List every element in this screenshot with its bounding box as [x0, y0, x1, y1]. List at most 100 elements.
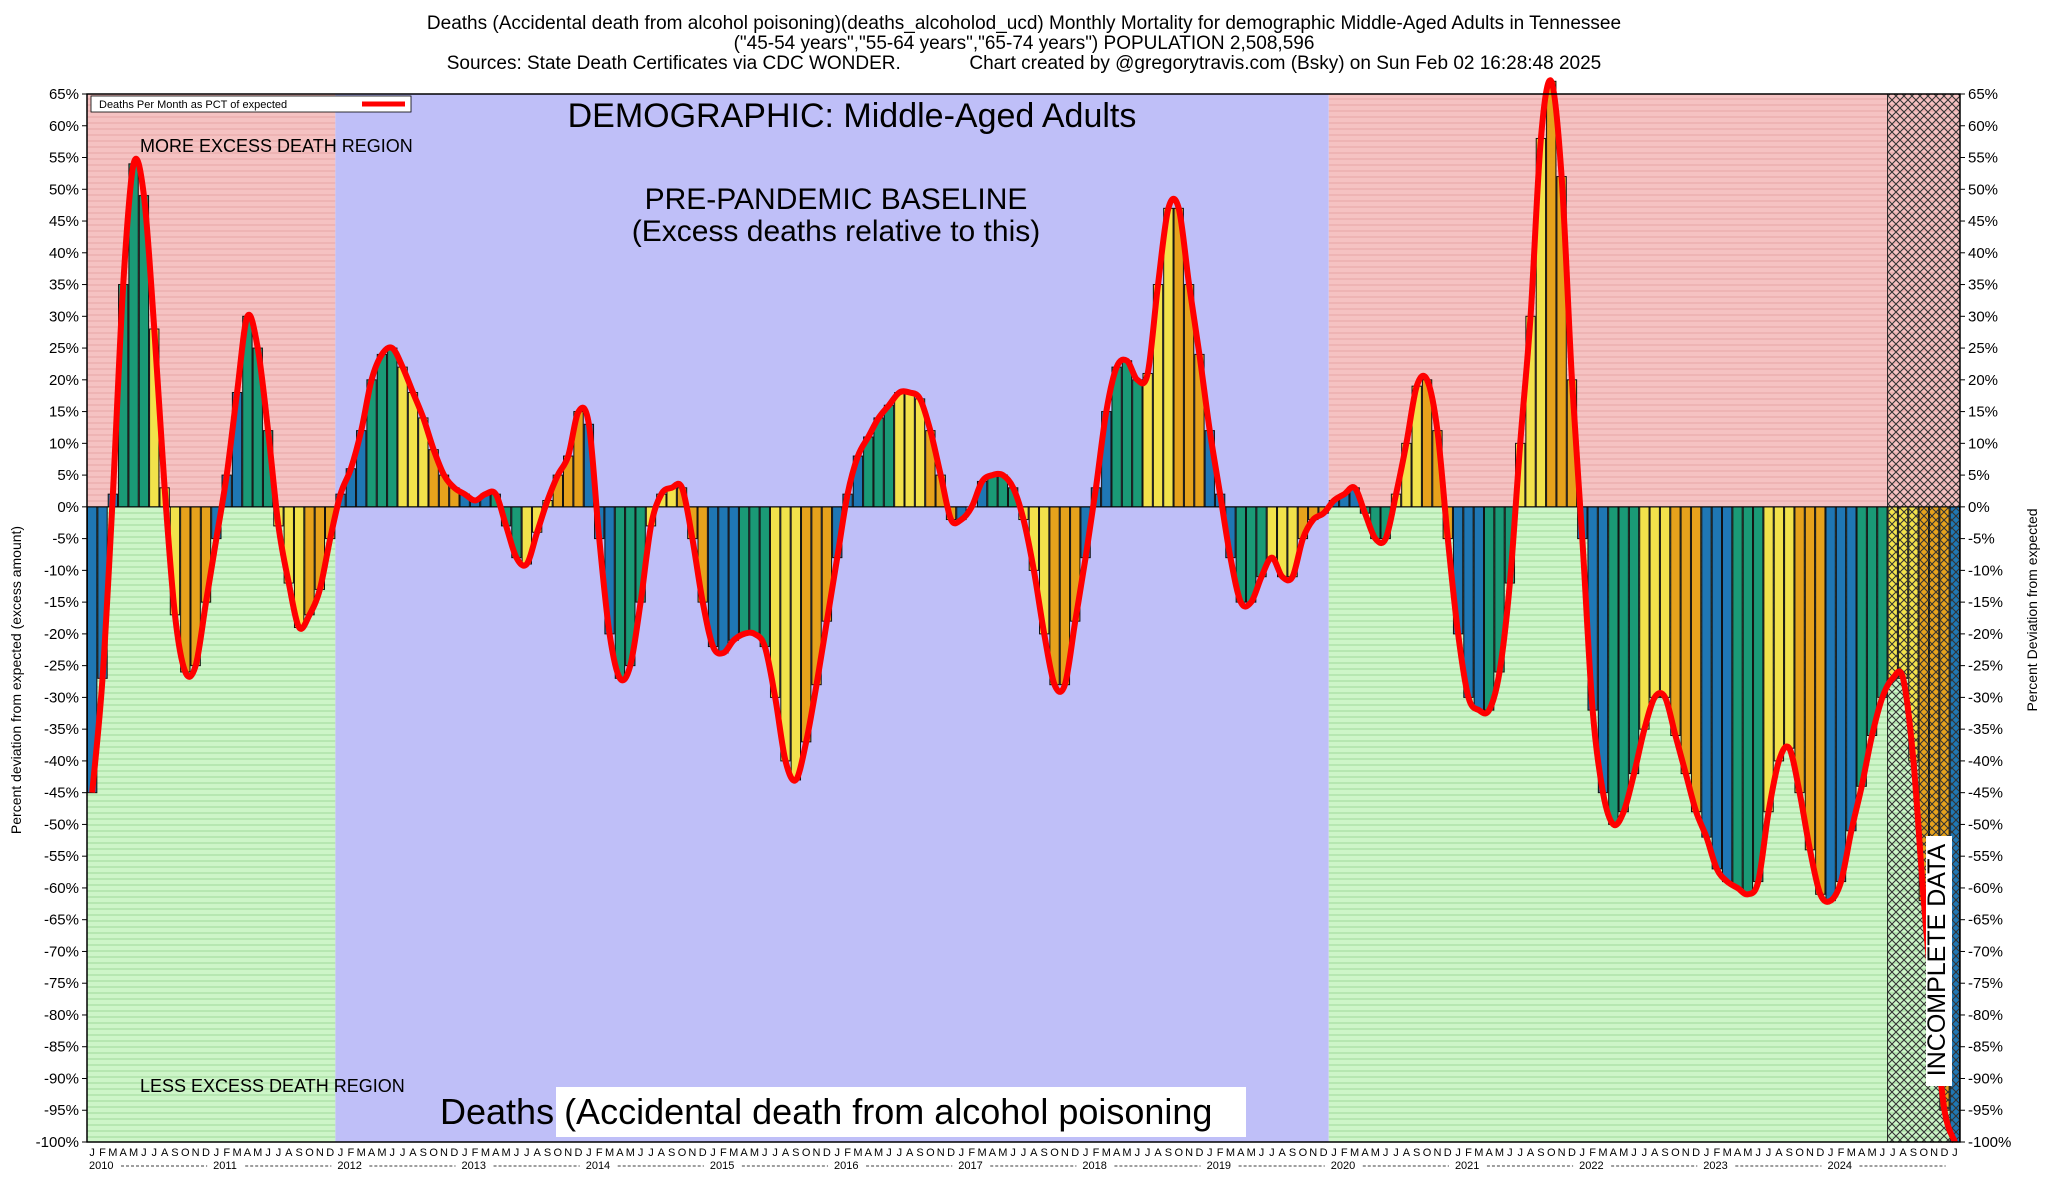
bar [1711, 506, 1722, 870]
x-tick-month-label: S [792, 1147, 799, 1159]
x-tick-year-label: 2015 [710, 1160, 734, 1172]
y-tick-label-left: 0% [57, 499, 79, 516]
x-tick-month-label: A [616, 1147, 624, 1159]
x-tick-month-label: J [462, 1147, 468, 1159]
x-tick-month-label: D [1816, 1147, 1824, 1159]
x-tick-month-label: N [1806, 1147, 1814, 1159]
x-tick-month-label: N [1061, 1147, 1069, 1159]
bar [894, 392, 905, 508]
bar [1804, 506, 1816, 851]
x-tick-month-label: S [668, 1147, 675, 1159]
x-tick-month-label: A [368, 1147, 376, 1159]
x-tick-month-label: S [916, 1147, 923, 1159]
x-tick-month-label: J [400, 1147, 406, 1159]
y-tick-label-left: -20% [44, 626, 79, 643]
bar [780, 506, 791, 762]
x-tick-month-label: N [813, 1147, 821, 1159]
x-tick-month-label: J [834, 1147, 840, 1159]
x-tick-month-label: M [1102, 1147, 1111, 1159]
bar [1825, 506, 1836, 902]
y-tick-label-left: -35% [44, 721, 79, 738]
bar [1546, 80, 1557, 508]
y-tick-label-right: 40% [1968, 245, 1998, 262]
bar [1132, 379, 1143, 508]
x-tick-month-label: S [1413, 1147, 1420, 1159]
x-tick-month-label: J [514, 1147, 520, 1159]
bar [1835, 506, 1847, 883]
y-tick-label-right: -65% [1968, 912, 2003, 929]
bar [873, 417, 884, 508]
x-tick-month-label: J [1145, 1147, 1151, 1159]
bar [1639, 506, 1650, 730]
x-tick-month-label: M [626, 1147, 635, 1159]
bar [728, 506, 739, 641]
x-tick-month-label: J [1269, 1147, 1275, 1159]
x-tick-year-label: 2016 [834, 1160, 858, 1172]
x-tick-month-label: O [678, 1147, 687, 1159]
y-tick-label-right: 45% [1968, 213, 1998, 230]
x-tick-month-label: A [1403, 1147, 1411, 1159]
y-tick-label-left: -55% [44, 848, 79, 865]
x-tick-month-label: M [1847, 1147, 1856, 1159]
y-axis-label-left: Percent deviation from expected (excess … [8, 525, 24, 835]
x-tick-year-label: 2020 [1331, 1160, 1355, 1172]
x-tick-month-label: A [1651, 1147, 1659, 1159]
x-tick-month-label: N [688, 1147, 696, 1159]
x-tick-month-label: F [472, 1147, 479, 1159]
x-tick-month-label: A [782, 1147, 790, 1159]
plot-frame [86, 93, 1961, 1143]
x-tick-month-label: F [1341, 1147, 1348, 1159]
x-tick-month-label: N [937, 1147, 945, 1159]
x-tick-month-label: J [214, 1147, 220, 1159]
y-tick-label-right: -40% [1968, 753, 2003, 770]
x-tick-month-label: D [1692, 1147, 1700, 1159]
x-tick-month-label: F [1217, 1147, 1224, 1159]
x-tick-month-label: J [1507, 1147, 1513, 1159]
x-tick-month-label: O [802, 1147, 811, 1159]
x-tick-month-label: J [1890, 1147, 1896, 1159]
x-tick-month-label: A [1030, 1147, 1038, 1159]
x-tick-month-label: J [959, 1147, 965, 1159]
y-tick-label-left: 35% [49, 277, 79, 294]
x-tick-month-label: J [886, 1147, 892, 1159]
x-tick-month-label: O [429, 1147, 438, 1159]
x-tick-month-label: J [1083, 1147, 1089, 1159]
x-tick-month-label: M [978, 1147, 987, 1159]
y-tick-label-left: 5% [57, 467, 79, 484]
bar [1670, 506, 1681, 737]
bar [1473, 506, 1484, 711]
x-tick-month-label: J [1631, 1147, 1637, 1159]
x-tick-month-label: A [285, 1147, 293, 1159]
x-tick-month-label: A [1858, 1147, 1866, 1159]
y-axis-ticks: 65% 65% 60% 60% 55% 55% 50% 50% 45% 45% 40% 40% 35% 3… [36, 86, 2012, 1151]
x-tick-month-label: J [1393, 1147, 1399, 1159]
x-tick-month-label: O [1920, 1147, 1929, 1159]
bar [1628, 506, 1640, 775]
x-tick-month-label: S [1289, 1147, 1296, 1159]
trend-line [89, 77, 1958, 1144]
x-tick-month-label: N [1185, 1147, 1193, 1159]
x-tick-month-label: N [1309, 1147, 1317, 1159]
x-tick-month-label: M [1598, 1147, 1607, 1159]
x-tick-month-label: J [1517, 1147, 1523, 1159]
y-tick-label-left: -40% [44, 753, 79, 770]
y-tick-label-right: 30% [1968, 308, 1998, 325]
x-tick-month-label: M [605, 1147, 614, 1159]
x-tick-month-label: S [544, 1147, 551, 1159]
x-tick-month-label: M [232, 1147, 241, 1159]
x-tick-month-label: F [99, 1147, 106, 1159]
y-tick-label-left: 20% [49, 372, 79, 389]
bar [1866, 506, 1878, 737]
x-tick-month-label: J [897, 1147, 903, 1159]
bottom-title-background [556, 1087, 1246, 1137]
x-tick-month-label: D [202, 1147, 210, 1159]
y-tick-label-right: -15% [1968, 594, 2003, 611]
y-tick-label-left: 25% [49, 340, 79, 357]
x-tick-month-label: S [1165, 1147, 1172, 1159]
x-tick-month-label: O [181, 1147, 190, 1159]
x-tick-month-label: S [171, 1147, 178, 1159]
y-tick-label-right: 50% [1968, 181, 1998, 198]
x-tick-month-label: A [1775, 1147, 1783, 1159]
annotation-baseline-line1: PRE-PANDEMIC BASELINE [645, 183, 1028, 216]
y-tick-label-left: -75% [44, 975, 79, 992]
